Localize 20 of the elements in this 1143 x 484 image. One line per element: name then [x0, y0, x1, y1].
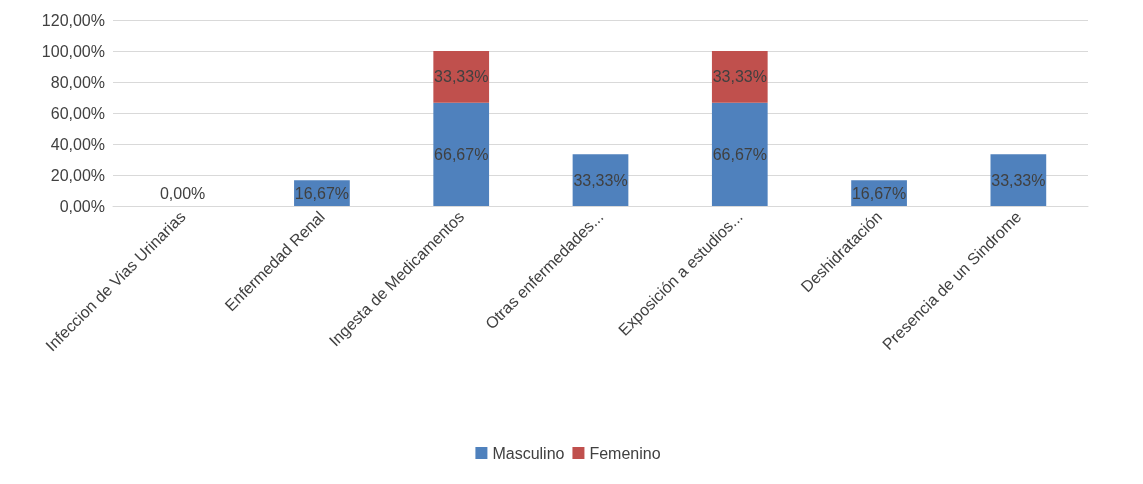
- data-label: 33,33%: [573, 171, 628, 189]
- y-tick-label: 80,00%: [50, 73, 105, 91]
- y-tick-label: 40,00%: [50, 135, 105, 153]
- legend-label: Masculino: [492, 444, 565, 462]
- y-tick-label: 20,00%: [50, 166, 105, 184]
- y-tick-label: 100,00%: [41, 42, 105, 60]
- data-label: 33,33%: [434, 68, 489, 86]
- data-label: 33,33%: [712, 68, 767, 86]
- data-label: 0,00%: [159, 184, 206, 202]
- y-tick-label: 60,00%: [50, 104, 105, 122]
- y-tick-label: 0,00%: [59, 197, 105, 215]
- data-label: 16,67%: [851, 184, 907, 202]
- data-label: 33,33%: [991, 171, 1046, 189]
- legend-label: Femenino: [589, 444, 661, 462]
- y-tick-label: 120,00%: [41, 11, 105, 29]
- data-label: 66,67%: [712, 145, 767, 163]
- data-label: 16,67%: [294, 184, 350, 202]
- bar: [433, 102, 490, 206]
- bar: [711, 102, 768, 206]
- data-label: 66,67%: [434, 145, 489, 163]
